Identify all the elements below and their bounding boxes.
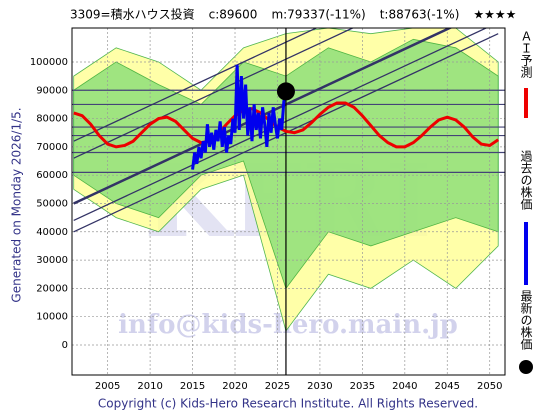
- y-tick-label: 60000: [36, 170, 68, 181]
- y-tick-label: 100000: [30, 57, 68, 68]
- x-tick-label: 2040: [392, 381, 417, 392]
- x-tick-label: 2025: [265, 381, 290, 392]
- x-tick-label: 2015: [180, 381, 205, 392]
- x-tick-label: 2005: [95, 381, 120, 392]
- x-tick-label: 2020: [222, 381, 247, 392]
- x-tick-label: 2045: [435, 381, 460, 392]
- forecast-line: [73, 101, 500, 149]
- title-part: 3309=積水ハウス投資: [70, 7, 195, 22]
- title-part: t:88763(-1%): [380, 8, 460, 22]
- legend-swatch: [519, 360, 533, 374]
- legend-label: 過去の株価: [519, 150, 533, 210]
- legend-label: ＡＩ予測: [519, 30, 533, 79]
- x-tick-label: 2010: [137, 381, 162, 392]
- y-tick-label: 20000: [36, 283, 68, 294]
- y-tick-label: 40000: [36, 227, 68, 238]
- legend-label: 最新の株価: [519, 290, 533, 350]
- title-part: c:89600: [209, 8, 258, 22]
- y-tick-label: 50000: [36, 198, 68, 209]
- y-tick-label: 90000: [36, 85, 68, 96]
- plot-area: info@kids-hero.main.jpKFRI: [72, 28, 505, 375]
- y-tick-label: 0: [62, 340, 68, 351]
- copyright: Copyright (c) Kids-Hero Research Institu…: [98, 397, 478, 411]
- title-part: ★★★★: [473, 8, 516, 22]
- title-part: m:79337(-11%): [271, 8, 365, 22]
- y-tick-label: 80000: [36, 114, 68, 125]
- x-tick-label: 2030: [307, 381, 332, 392]
- x-tick-label: 2050: [477, 381, 502, 392]
- history-line: [191, 64, 288, 170]
- x-tick-label: 2035: [350, 381, 375, 392]
- y-tick-label: 30000: [36, 255, 68, 266]
- generated-date: Generated on Monday 2026/1/5.: [10, 107, 24, 302]
- y-tick-label: 10000: [36, 312, 68, 323]
- y-tick-label: 70000: [36, 142, 68, 153]
- latest-point: [276, 82, 295, 101]
- plot-frame: [71, 27, 506, 376]
